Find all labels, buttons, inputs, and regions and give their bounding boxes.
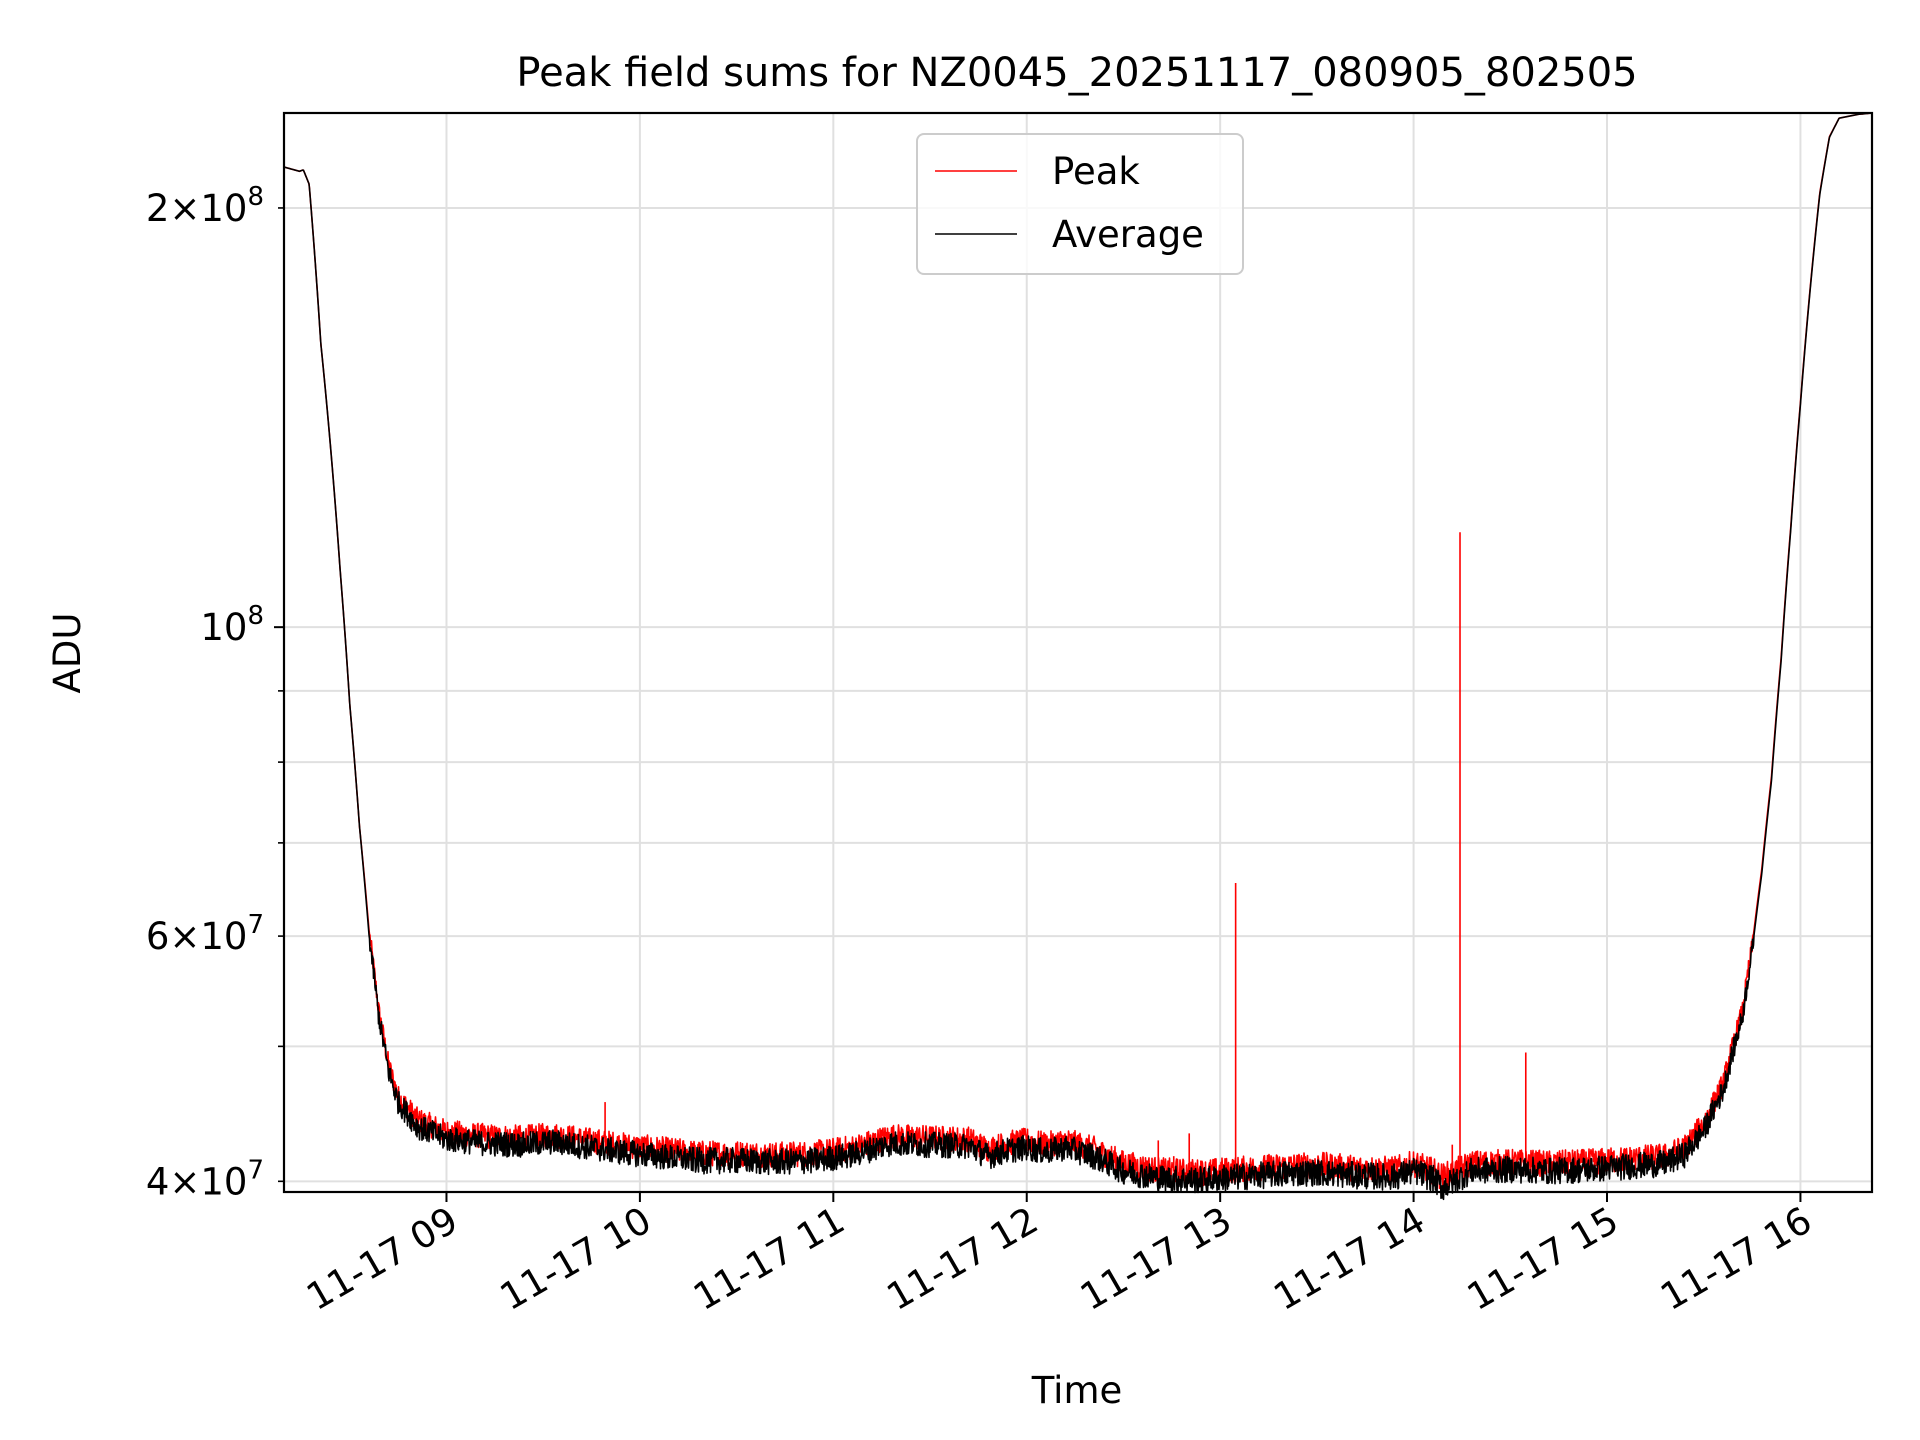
- grid-layer: [284, 113, 1872, 1192]
- legend-box: [916, 133, 1244, 275]
- x-axis-label: Time: [1031, 1369, 1123, 1412]
- chart-title: Peak field sums for NZ0045_20251117_0809…: [516, 50, 1637, 96]
- y-tick-label: 108: [200, 601, 264, 649]
- legend-peak-label: Peak: [1052, 150, 1140, 193]
- plot-frame: [282, 111, 1874, 1194]
- legend: Peak Average: [916, 133, 1244, 275]
- series-layer: [283, 112, 1873, 1201]
- legend-average-label: Average: [1052, 213, 1204, 256]
- y-axis: 108 4×107 6×107 2×108: [146, 182, 284, 1203]
- y-axis-label: ADU: [46, 613, 89, 694]
- y-tick-label: 2×108: [146, 182, 264, 230]
- y-tick-label: 6×107: [146, 910, 264, 958]
- y-tick-label: 4×107: [146, 1155, 264, 1203]
- series-line-average: [283, 112, 1873, 1201]
